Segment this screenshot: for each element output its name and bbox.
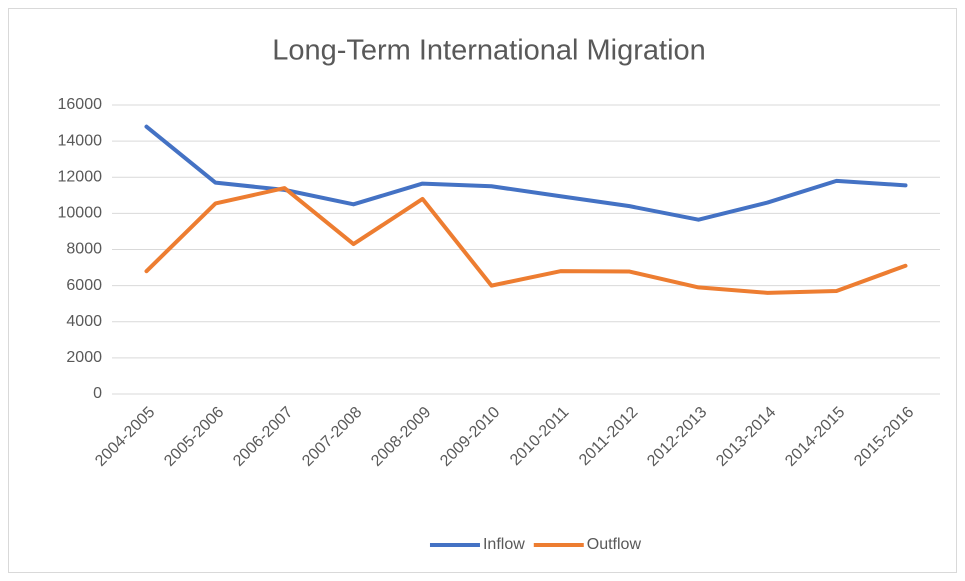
legend-label: Inflow [483, 536, 525, 553]
y-tick-label: 10000 [58, 205, 103, 222]
chart-title: Long-Term International Migration [272, 35, 706, 67]
legend-label: Outflow [587, 536, 642, 553]
y-tick-label: 12000 [58, 168, 103, 185]
y-tick-label: 0 [93, 385, 102, 402]
y-tick-label: 14000 [58, 132, 103, 149]
line-series [144, 186, 908, 295]
y-tick-label: 8000 [66, 241, 102, 258]
y-tick-label: 2000 [66, 349, 102, 366]
y-tick-label: 4000 [66, 313, 102, 330]
y-tick-label: 6000 [66, 277, 102, 294]
y-tick-label: 16000 [58, 96, 103, 113]
